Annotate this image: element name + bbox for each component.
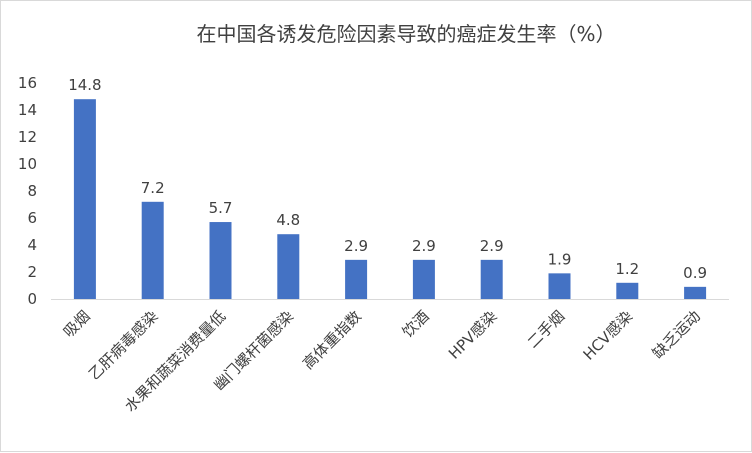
y-tick-label: 14 (18, 101, 37, 119)
data-label: 2.9 (344, 237, 368, 255)
data-label: 1.9 (548, 250, 572, 268)
y-tick-label: 2 (27, 263, 37, 281)
y-tick-label: 10 (18, 155, 37, 173)
y-tick-label: 0 (27, 290, 37, 308)
x-category-label: 二手烟 (524, 307, 569, 352)
chart-title: 在中国各诱发危险因素导致的癌症发生率（%） (196, 22, 615, 46)
data-label: 5.7 (209, 199, 233, 217)
bar (412, 259, 435, 299)
data-label: 4.8 (276, 211, 300, 229)
x-category-label: 饮酒 (399, 307, 433, 341)
y-tick-label: 16 (18, 74, 37, 92)
y-tick-label: 6 (27, 209, 37, 227)
bar (345, 259, 368, 299)
data-label: 0.9 (683, 264, 707, 282)
x-category-label: HCV感染 (580, 307, 637, 364)
x-category-label: HPV感染 (445, 307, 501, 363)
x-category-label: 缺乏运动 (649, 307, 704, 362)
bar (616, 282, 639, 299)
data-label: 14.8 (68, 76, 101, 94)
bar (684, 286, 707, 299)
y-tick-label: 12 (18, 128, 37, 146)
y-tick-label: 8 (27, 182, 37, 200)
x-category-label: 高体重指数 (299, 307, 365, 373)
bar (277, 234, 300, 299)
data-labels: 14.8 7.2 5.7 4.8 2.9 2.9 2.9 1.9 1.2 0.9 (68, 76, 707, 282)
y-tick-label: 4 (27, 236, 37, 254)
x-category-label: 吸烟 (60, 307, 94, 341)
data-label: 7.2 (141, 179, 165, 197)
x-category-label: 乙肝病毒感染 (85, 307, 161, 383)
bars (73, 99, 707, 299)
bar (73, 99, 96, 299)
y-axis: 0 2 4 6 8 10 12 14 16 (18, 74, 37, 308)
bar (480, 259, 503, 299)
data-label: 2.9 (412, 237, 436, 255)
bar (548, 273, 571, 299)
bar (141, 201, 164, 299)
data-label: 1.2 (615, 260, 639, 278)
bar (209, 222, 232, 299)
data-label: 2.9 (480, 237, 504, 255)
